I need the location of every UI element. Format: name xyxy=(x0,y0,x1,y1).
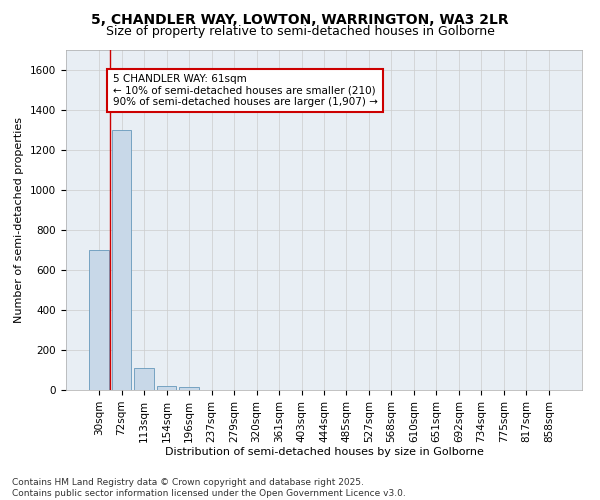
Bar xyxy=(179,387,199,390)
Bar xyxy=(89,250,109,390)
Text: Contains HM Land Registry data © Crown copyright and database right 2025.
Contai: Contains HM Land Registry data © Crown c… xyxy=(12,478,406,498)
Bar xyxy=(112,130,131,390)
Y-axis label: Number of semi-detached properties: Number of semi-detached properties xyxy=(14,117,25,323)
Text: 5 CHANDLER WAY: 61sqm
← 10% of semi-detached houses are smaller (210)
90% of sem: 5 CHANDLER WAY: 61sqm ← 10% of semi-deta… xyxy=(113,74,377,107)
Bar xyxy=(157,386,176,390)
Text: Size of property relative to semi-detached houses in Golborne: Size of property relative to semi-detach… xyxy=(106,25,494,38)
X-axis label: Distribution of semi-detached houses by size in Golborne: Distribution of semi-detached houses by … xyxy=(164,448,484,458)
Text: 5, CHANDLER WAY, LOWTON, WARRINGTON, WA3 2LR: 5, CHANDLER WAY, LOWTON, WARRINGTON, WA3… xyxy=(91,12,509,26)
Bar xyxy=(134,368,154,390)
